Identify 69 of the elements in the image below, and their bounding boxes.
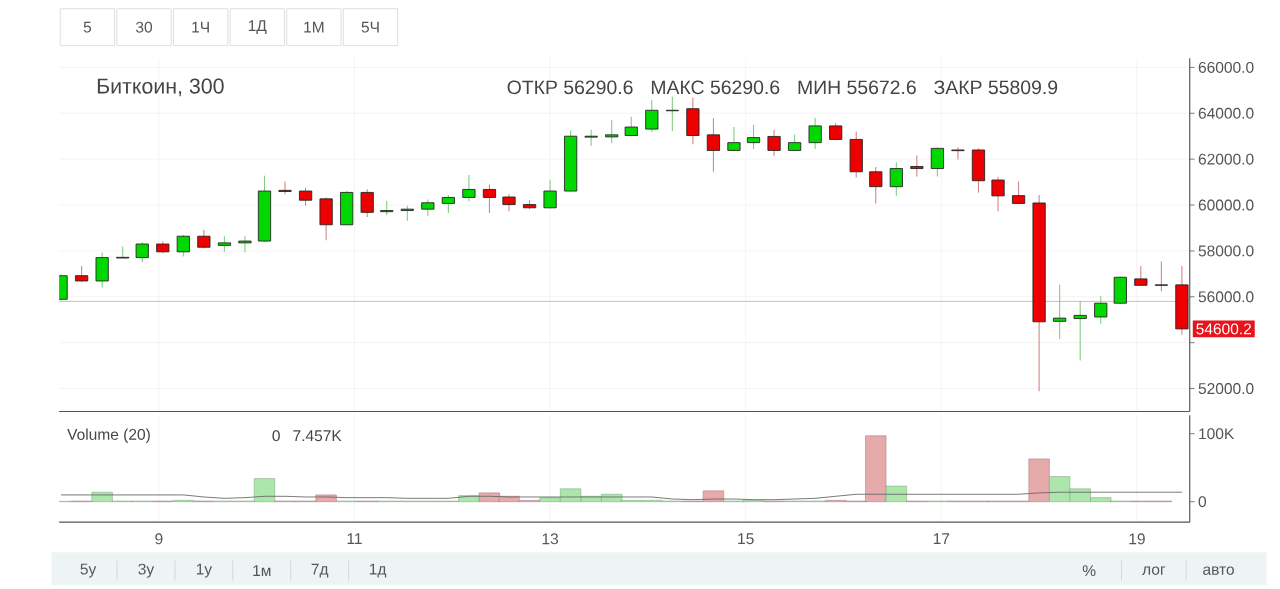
candlestick xyxy=(951,146,965,160)
text: 30 xyxy=(135,21,153,33)
x-tick-label: 11 xyxy=(347,533,362,544)
x-tick-label: 17 xyxy=(933,533,950,544)
candlestick xyxy=(1134,265,1148,287)
y-tick-label: 0 xyxy=(1198,496,1207,508)
text: 5у xyxy=(80,563,97,578)
text: % xyxy=(1082,565,1096,577)
text: 5Ч xyxy=(361,21,379,33)
annotation: ЗАКР 55809.9 xyxy=(934,80,1058,95)
y-tick-label: 66000.0 xyxy=(1198,61,1254,73)
candlestick xyxy=(135,241,149,263)
text: Volume (20) xyxy=(67,428,150,443)
y-tick-label: 62000.0 xyxy=(1198,153,1254,165)
candlestick xyxy=(238,235,252,254)
candlestick xyxy=(869,166,883,204)
text: 1у xyxy=(196,563,213,578)
candlestick xyxy=(930,146,944,178)
candlestick xyxy=(278,180,292,195)
candlestick xyxy=(605,119,619,144)
candlestick xyxy=(1053,284,1067,340)
candlestick xyxy=(910,154,924,178)
y-tick-label: 64000.0 xyxy=(1198,107,1254,119)
text: 1д xyxy=(369,563,387,578)
text: 1Д xyxy=(248,20,267,34)
text: лог xyxy=(1142,566,1166,575)
annotation: 54600.2 xyxy=(1196,323,1252,335)
candlestick xyxy=(197,229,211,250)
candlestick xyxy=(95,251,109,288)
text: 1М xyxy=(304,21,324,33)
x-tick-label: 19 xyxy=(1129,533,1145,545)
candlestick xyxy=(746,124,761,150)
candlestick xyxy=(991,176,1005,212)
bar xyxy=(885,485,907,502)
candlestick xyxy=(462,174,476,202)
y-tick-label: 58000.0 xyxy=(1198,245,1254,257)
x-tick-label: 9 xyxy=(155,533,163,545)
annotation: 0 xyxy=(272,430,280,442)
x-tick-label: 13 xyxy=(542,533,559,545)
text: авто xyxy=(1203,566,1234,575)
candlestick xyxy=(482,184,497,214)
candlestick xyxy=(1094,295,1108,325)
candlestick xyxy=(808,117,822,150)
candlestick xyxy=(441,194,455,214)
y-tick-label: 56000.0 xyxy=(1198,291,1254,303)
candlestick xyxy=(360,188,374,218)
candlestick xyxy=(176,234,190,257)
text: 1Ч xyxy=(192,21,209,33)
candlestick xyxy=(767,129,781,157)
text: 7д xyxy=(311,563,329,578)
annotation: МАКС 56290.6 xyxy=(651,80,780,95)
x-tick-label: 15 xyxy=(738,533,754,545)
text: 1м xyxy=(253,565,271,576)
annotation: МИН 55672.6 xyxy=(798,80,916,95)
candlestick xyxy=(727,126,741,152)
candlestick xyxy=(889,161,903,197)
y-tick-label: 100K xyxy=(1199,428,1235,440)
candlestick xyxy=(706,117,721,173)
y-tick-label: 52000.0 xyxy=(1198,383,1254,394)
text: Биткоин, 300 xyxy=(97,78,224,97)
candlestick xyxy=(1073,300,1087,362)
y-tick-label: 60000.0 xyxy=(1198,199,1254,211)
candlestick xyxy=(645,99,659,133)
text: 3у xyxy=(138,563,155,578)
annotation: ОТКР 56290.6 xyxy=(507,80,633,95)
candlestick xyxy=(543,179,557,209)
text: 5 xyxy=(83,21,92,33)
annotation: 7.457K xyxy=(293,430,342,442)
candlestick xyxy=(1154,260,1168,292)
